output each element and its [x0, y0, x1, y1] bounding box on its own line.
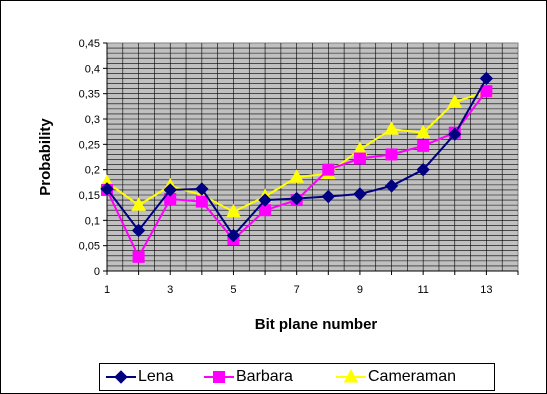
data-point-lena [195, 182, 209, 196]
legend-swatch-lena [106, 370, 136, 384]
series-lines [99, 71, 494, 263]
x-tick-label: 1 [104, 284, 110, 296]
data-point-cameraman [289, 169, 305, 183]
legend-label-barbara: Barbara [236, 368, 293, 385]
legend-marker [114, 370, 128, 384]
y-tick-label: 0,35 [79, 89, 100, 101]
legend-item-cameraman: Cameraman [334, 364, 456, 390]
y-tick-label: 0,1 [85, 215, 100, 227]
legend-label-cameraman: Cameraman [368, 368, 457, 385]
data-point-lena [353, 187, 367, 201]
data-point-cameraman [415, 124, 431, 139]
data-point-lena [258, 193, 272, 207]
data-point-barbara [353, 152, 366, 165]
y-tick-label: 0,3 [85, 114, 100, 126]
data-point-lena [131, 223, 146, 238]
legend-item-lena: Lena [104, 364, 174, 390]
data-point-lena [289, 191, 304, 206]
data-point-cameraman [226, 203, 241, 218]
y-tick-label: 0,15 [79, 190, 100, 202]
x-tick-label: 11 [417, 284, 428, 296]
y-axis-title: Probability [37, 118, 54, 196]
y-tick-label: 0,4 [85, 63, 100, 75]
data-point-lena [416, 162, 430, 177]
x-tick-label: 3 [167, 284, 173, 296]
x-axis-title: Bit plane number [255, 316, 378, 333]
data-point-barbara [480, 85, 493, 98]
y-tick-label: 0,25 [79, 139, 100, 151]
data-point-lena [226, 228, 241, 243]
data-point-lena [384, 179, 399, 193]
y-tick-label: 0,2 [85, 165, 100, 177]
y-tick-label: 0,05 [79, 241, 100, 253]
data-point-barbara [417, 139, 430, 152]
legend-label-lena: Lena [138, 368, 174, 385]
data-point-lena [448, 127, 462, 141]
legend-swatch-barbara [204, 371, 234, 383]
legend-marker [213, 371, 225, 383]
data-point-cameraman [447, 94, 463, 108]
data-point-cameraman [131, 197, 146, 211]
x-tick-label: 13 [480, 284, 492, 296]
x-tick-label: 7 [294, 284, 300, 296]
data-point-lena [163, 183, 177, 197]
y-tick-label: 0 [94, 266, 100, 278]
data-point-barbara [195, 195, 208, 208]
data-point-barbara [322, 163, 335, 176]
legend-swatch-cameraman [336, 368, 366, 383]
legend: Lena Barbara Cameraman [99, 363, 495, 391]
tick-labels: 00,050,10,150,20,250,30,350,40,451 3 5 7 9 11… [79, 38, 493, 296]
data-point-lena [321, 189, 336, 204]
legend-marker [343, 368, 359, 383]
data-point-barbara [132, 250, 145, 263]
data-point-lena [100, 182, 114, 196]
data-point-lena [479, 71, 494, 86]
data-point-barbara [385, 148, 398, 161]
legend-item-barbara: Barbara [202, 364, 293, 390]
x-tick-label: 9 [357, 284, 363, 296]
y-tick-label: 0,45 [79, 38, 100, 50]
data-point-cameraman [384, 121, 399, 135]
x-tick-label: 5 [230, 284, 236, 296]
